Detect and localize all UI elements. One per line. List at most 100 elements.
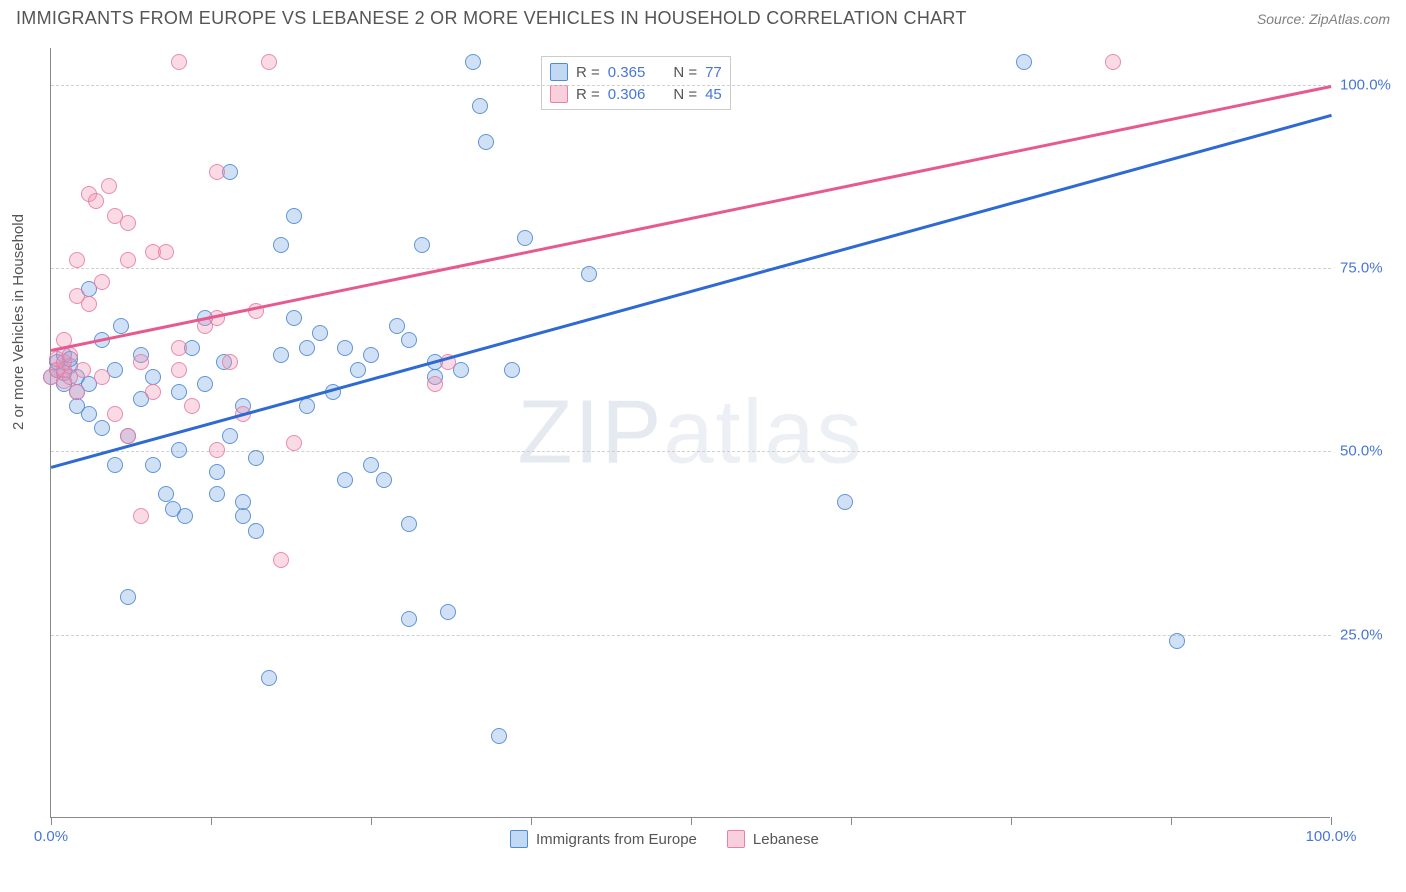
x-tick [531,817,532,825]
r-label: R = [576,64,600,81]
x-tick [51,817,52,825]
data-point [1105,54,1121,70]
data-point [133,354,149,370]
source-attribution: Source: ZipAtlas.com [1257,11,1390,27]
legend-correlation-row: R = 0.306 N = 45 [550,83,722,105]
data-point [197,376,213,392]
data-point [145,457,161,473]
data-point [235,508,251,524]
data-point [120,215,136,231]
y-tick-label: 75.0% [1340,260,1400,277]
data-point [62,347,78,363]
data-point [837,494,853,510]
legend-swatch-icon [550,85,568,103]
data-point [299,340,315,356]
r-label: R = [576,86,600,103]
x-tick-label: 0.0% [34,828,68,845]
data-point [504,362,520,378]
data-point [209,486,225,502]
data-point [363,457,379,473]
data-point [350,362,366,378]
legend-swatch-icon [510,830,528,848]
data-point [101,178,117,194]
x-tick [691,817,692,825]
data-point [414,237,430,253]
gridline [51,85,1331,86]
data-point [209,164,225,180]
scatter-plot: ZIPatlas R =0.365N =77R =0.306N =45 25.0… [50,48,1330,818]
data-point [158,486,174,502]
data-point [235,494,251,510]
data-point [248,450,264,466]
legend-swatch-icon [727,830,745,848]
data-point [299,398,315,414]
data-point [94,369,110,385]
data-point [209,464,225,480]
data-point [427,376,443,392]
data-point [88,193,104,209]
data-point [261,54,277,70]
data-point [107,457,123,473]
data-point [273,347,289,363]
data-point [69,384,85,400]
data-point [261,670,277,686]
legend-series: Immigrants from Europe Lebanese [510,830,819,848]
data-point [517,230,533,246]
y-axis-label: 2 or more Vehicles in Household [10,214,27,430]
data-point [389,318,405,334]
data-point [401,332,417,348]
data-point [286,208,302,224]
n-label: N = [673,86,697,103]
x-tick [1171,817,1172,825]
y-tick-label: 100.0% [1340,76,1400,93]
data-point [171,340,187,356]
n-label: N = [673,64,697,81]
data-point [113,318,129,334]
data-point [120,428,136,444]
data-point [401,611,417,627]
data-point [273,237,289,253]
data-point [472,98,488,114]
data-point [286,435,302,451]
data-point [209,442,225,458]
x-tick [371,817,372,825]
n-value: 77 [705,64,722,81]
data-point [171,362,187,378]
data-point [1169,633,1185,649]
data-point [120,252,136,268]
chart-area: ZIPatlas R =0.365N =77R =0.306N =45 25.0… [50,48,1330,818]
gridline [51,268,1331,269]
legend-correlation-box: R =0.365N =77R =0.306N =45 [541,56,731,110]
data-point [273,552,289,568]
data-point [491,728,507,744]
data-point [94,420,110,436]
legend-series-label: Immigrants from Europe [536,831,697,848]
data-point [133,508,149,524]
data-point [337,472,353,488]
data-point [120,589,136,605]
r-value: 0.306 [608,86,646,103]
data-point [440,604,456,620]
data-point [222,354,238,370]
data-point [107,406,123,422]
data-point [69,252,85,268]
data-point [75,362,91,378]
data-point [312,325,328,341]
data-point [1016,54,1032,70]
data-point [171,442,187,458]
data-point [145,384,161,400]
legend-series-label: Lebanese [753,831,819,848]
data-point [171,384,187,400]
trend-line [51,114,1332,468]
x-tick [1331,817,1332,825]
data-point [581,266,597,282]
gridline [51,451,1331,452]
watermark: ZIPatlas [517,381,863,484]
data-point [222,428,238,444]
data-point [177,508,193,524]
y-tick-label: 50.0% [1340,443,1400,460]
x-tick-label: 100.0% [1306,828,1357,845]
data-point [81,406,97,422]
legend-swatch-icon [550,63,568,81]
n-value: 45 [705,86,722,103]
